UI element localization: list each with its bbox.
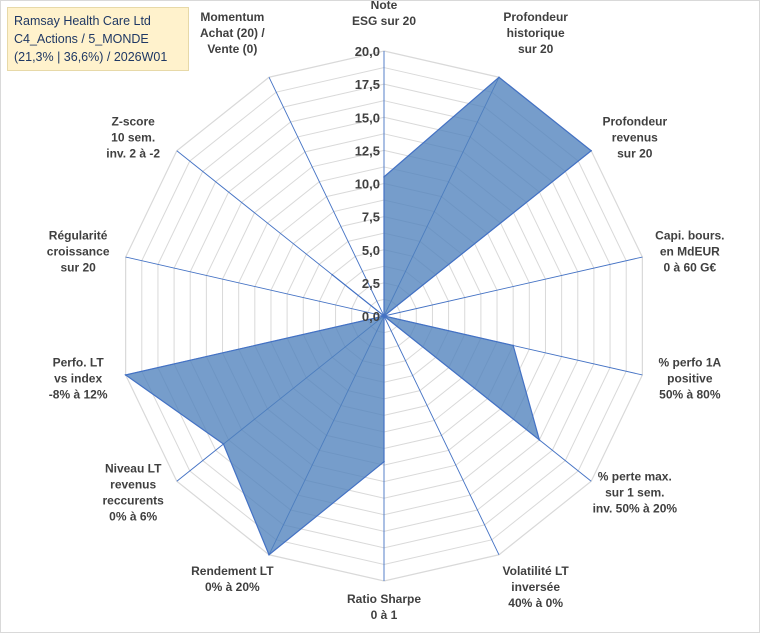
axis-label-line: Achat (20) /: [200, 26, 265, 40]
axis-label-line: 0% à 6%: [109, 510, 157, 524]
axis-label: % perfo 1A positive 50% à 80%: [659, 355, 722, 401]
axis-label-line: Profondeur: [602, 114, 667, 128]
data-point: [383, 176, 385, 178]
axis-label-line: Capi. bours.: [655, 229, 724, 243]
axis-label-line: ESG sur 20: [352, 14, 416, 28]
axis-label: Z-score 10 sem. inv. 2 à -2: [106, 114, 160, 160]
axis-label: Perfo. LT vs index -8% à 12%: [49, 355, 108, 401]
data-point: [124, 374, 127, 376]
axis-label-line: inv. 2 à -2: [106, 146, 160, 160]
data-point: [512, 344, 514, 347]
tick-label: 12,5: [355, 143, 380, 158]
axis-label-line: 0 à 60 G€: [663, 261, 716, 275]
axis-label-line: sur 20: [518, 42, 554, 56]
axis-label: Ratio Sharpe 0 à 1: [347, 592, 421, 622]
tick-label: 20,0: [355, 44, 380, 59]
tick-label: 10,0: [355, 177, 380, 192]
axis-label: Profondeur historique sur 20: [503, 10, 568, 56]
axis-label: Rendement LT 0% à 20%: [191, 564, 274, 594]
axis-label-line: reccurents: [102, 494, 164, 508]
axis-label-line: revenus: [612, 130, 658, 144]
axis-label-line: sur 20: [617, 146, 653, 160]
tick-label: 7,5: [362, 210, 380, 225]
axis-label-line: % perte max.: [598, 470, 672, 484]
axis-label-line: inv. 50% à 20%: [593, 502, 678, 516]
data-point: [383, 315, 385, 317]
axis-label-line: inversée: [511, 580, 560, 594]
axis-label-line: Z-score: [112, 114, 156, 128]
data-point: [590, 149, 592, 152]
axis-label-line: sur 20: [60, 261, 96, 275]
axis-label-line: Momentum: [200, 10, 264, 24]
axis-label-line: 10 sem.: [111, 130, 155, 144]
company-name: Ramsay Health Care Ltd: [14, 14, 151, 28]
axis-label-line: 50% à 80%: [659, 387, 721, 401]
axis-label-line: Vente (0): [207, 42, 257, 56]
axis-label-line: 0% à 20%: [205, 580, 260, 594]
axis-label: Note ESG sur 20: [352, 1, 416, 28]
axis-label-line: 40% à 0%: [508, 596, 563, 610]
tick-label: 5,0: [362, 243, 380, 258]
axis-label: Niveau LT revenus reccurents 0% à 6%: [102, 462, 164, 524]
axis-label-line: Note: [371, 1, 398, 12]
data-point: [331, 273, 334, 276]
axis-label-line: revenus: [110, 478, 156, 492]
axis-spoke: [383, 315, 500, 555]
axis-label-line: Volatilité LT: [503, 564, 570, 578]
axis-spoke: [383, 256, 643, 317]
axis-label-line: en MdEUR: [660, 245, 720, 259]
axis-label-line: -8% à 12%: [49, 387, 108, 401]
tick-label: 15,0: [355, 110, 380, 125]
axis-label-line: Rendement LT: [191, 564, 274, 578]
series-layer: [124, 76, 593, 556]
axis-label-line: Ratio Sharpe: [347, 592, 421, 606]
axis-label-line: sur 1 sem.: [605, 486, 664, 500]
data-point: [268, 553, 270, 556]
axis-label-line: croissance: [47, 245, 110, 259]
axis-label-line: Régularité: [49, 229, 108, 243]
axis-spoke: [125, 256, 385, 317]
axis-label-line: vs index: [54, 371, 102, 385]
axis-label-line: positive: [667, 371, 713, 385]
data-point: [538, 439, 541, 441]
info-box: Ramsay Health Care Ltd C4_Actions / 5_MO…: [7, 7, 189, 71]
data-point: [383, 460, 385, 463]
axis-label: % perte max. sur 1 sem. inv. 50% à 20%: [593, 470, 678, 516]
axis-spoke: [268, 77, 385, 317]
axis-label: Régularité croissance sur 20: [47, 229, 110, 275]
axis-label-line: % perfo 1A: [659, 355, 722, 369]
tick-label: 17,5: [355, 77, 380, 92]
axis-label: Capi. bours. en MdEUR 0 à 60 G€: [655, 229, 724, 275]
portfolio-category: C4_Actions / 5_MONDE: [14, 32, 149, 46]
tick-label: 2,5: [362, 276, 380, 291]
axis-label-line: Profondeur: [503, 10, 568, 24]
axis-label-line: 0 à 1: [371, 608, 398, 622]
tick-layer: 0,0 2,5 5,0 7,5 10,0 12,5 15,0 17,5 20,0: [355, 44, 380, 324]
axis-label-line: Niveau LT: [105, 462, 162, 476]
axis-label: Volatilité LT inversée 40% à 0%: [503, 564, 570, 610]
axis-label: Momentum Achat (20) / Vente (0): [200, 10, 265, 56]
axis-label: Profondeur revenus sur 20: [602, 114, 667, 160]
tick-label: 0,0: [362, 309, 380, 324]
data-point: [498, 76, 500, 79]
axis-label-line: Perfo. LT: [53, 355, 105, 369]
data-point: [222, 443, 225, 445]
label-layer: Note ESG sur 20 Profondeur historique sur 20…: [47, 1, 725, 622]
axis-label-line: historique: [507, 26, 565, 40]
performance-week: (21,3% | 36,6%) / 2026W01: [14, 50, 168, 64]
